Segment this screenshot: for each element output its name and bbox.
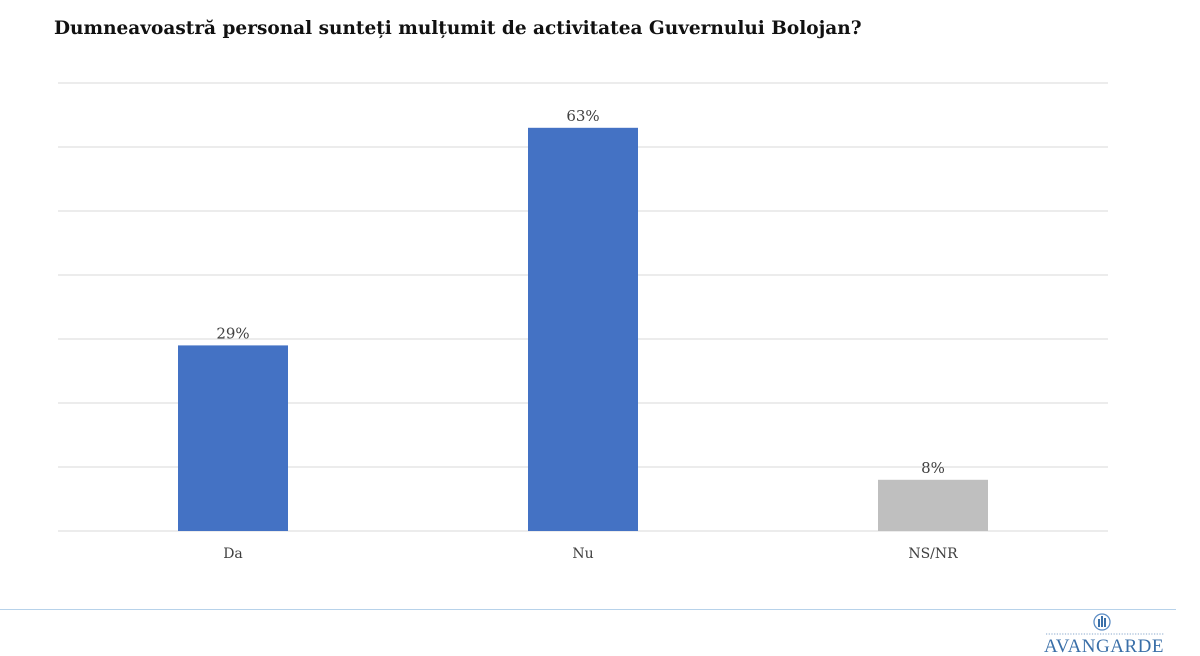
footer-divider: [0, 609, 1176, 610]
chart-title: Dumneavoastră personal sunteți mulțumit …: [54, 18, 862, 39]
avangarde-logo: AVANGARDE: [1044, 613, 1164, 654]
bar-ns-nr: [878, 479, 988, 531]
bar-nu: [528, 127, 638, 532]
category-label: Da: [223, 546, 243, 562]
category-label: NS/NR: [908, 546, 958, 562]
avangarde-emblem-icon: [1093, 613, 1111, 631]
data-label: 29%: [216, 324, 249, 342]
bar-da: [178, 345, 288, 531]
data-label: 63%: [566, 107, 599, 125]
category-label: Nu: [572, 546, 593, 562]
data-label: 8%: [921, 459, 945, 477]
logo-wordmark: AVANGARDE: [1044, 636, 1164, 654]
labels: 29% Da 63% Nu 8% NS/NR: [216, 107, 958, 562]
bar-chart: 29% Da 63% Nu 8% NS/NR: [58, 82, 1108, 562]
bars: [178, 127, 988, 532]
